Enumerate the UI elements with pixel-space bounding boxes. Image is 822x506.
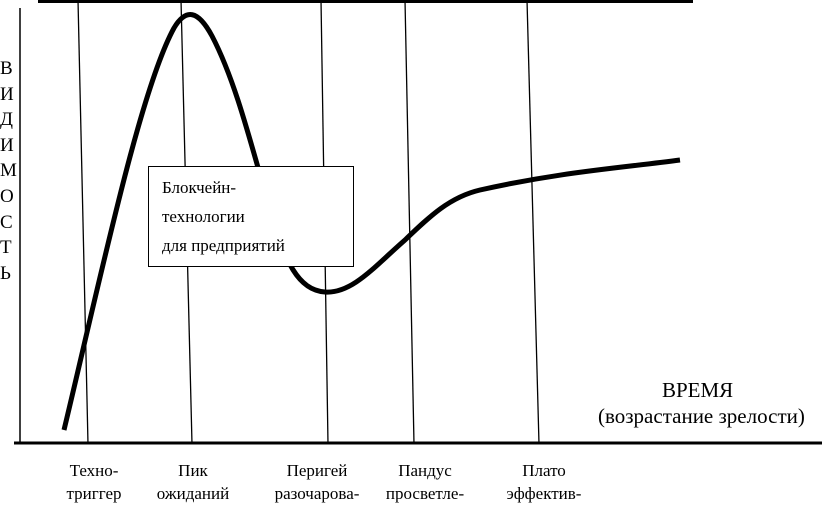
callout-box: Блокчейн- технологии для предприятий (148, 166, 354, 267)
phase-label-technology-trigger: Техно- триггер (56, 459, 132, 505)
y-label-letter: В (0, 58, 13, 79)
y-label-letter: И (0, 83, 14, 105)
y-label-letter: Д (0, 109, 13, 131)
phase-label-plateau: Плато эффектив- (494, 459, 594, 505)
callout-line-1: Блокчейн- (162, 178, 237, 197)
phase-label-line: просветле- (385, 484, 465, 503)
callout-line-3: для предприятий (162, 236, 285, 255)
y-label-letter: И (0, 134, 14, 156)
y-label-letter: Т (0, 237, 12, 259)
x-axis-subtitle: (возрастание зрелости) (598, 404, 805, 428)
phase-divider-1 (77, 0, 89, 445)
phase-label-line: разочарова- (274, 484, 360, 503)
y-label-letter: Ь (0, 262, 11, 284)
callout-line-2: технологии (162, 207, 245, 226)
phase-label-line: триггер (66, 484, 122, 503)
x-axis-title: ВРЕМЯ (662, 378, 734, 402)
phase-label-line: ожиданий (156, 484, 230, 503)
phase-divider-5 (526, 0, 540, 445)
phase-label-line: Перигей (286, 461, 348, 480)
phase-label-line: Техно- (69, 461, 119, 480)
phase-label-line: Пандус (398, 461, 452, 480)
phase-label-slope: Пандус просветле- (370, 459, 480, 505)
y-label-letter: М (0, 160, 17, 182)
phase-label-trough: Перигей разочарова- (266, 459, 368, 505)
y-label-letter: С (0, 211, 13, 233)
phase-label-line: Пик (178, 461, 208, 480)
phase-label-peak: Пик ожиданий (147, 459, 239, 505)
y-axis-label: В И Д И М О С Т Ь (0, 56, 18, 286)
phase-label-line: Плато (522, 461, 566, 480)
y-label-letter: О (0, 185, 14, 207)
phase-label-line: эффектив- (506, 484, 582, 503)
phase-divider-4 (404, 0, 415, 445)
